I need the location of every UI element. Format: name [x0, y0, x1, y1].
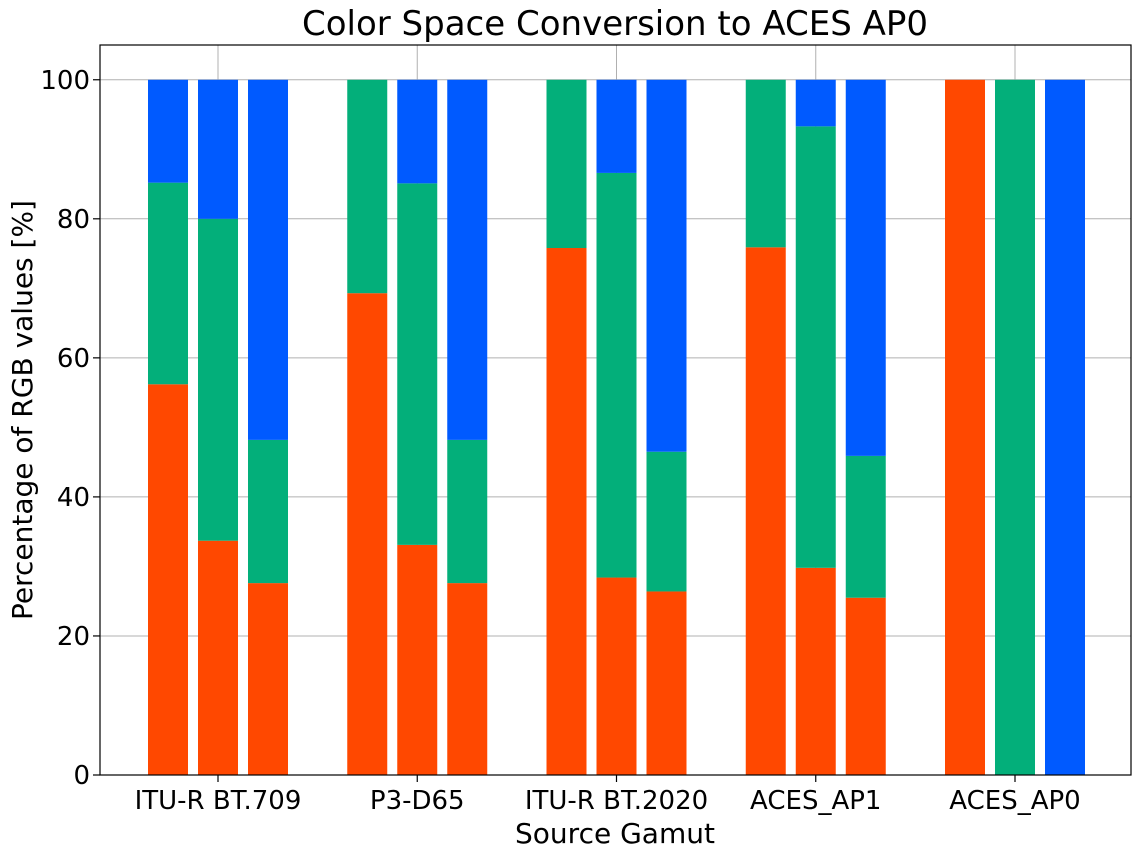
- bar-segment: [347, 79, 388, 294]
- x-tick-label: ACES_AP0: [949, 786, 1080, 816]
- bar-segment: [148, 79, 188, 183]
- bar-segment: [1045, 79, 1085, 775]
- bar-segment: [596, 79, 637, 173]
- y-tick-label: 100: [40, 66, 90, 96]
- bar-segment: [745, 247, 786, 776]
- ticks-layer: 0 20 40 60 80 100 ITU-R BT.709 P3-D65 ITU-R BT.2…: [40, 66, 1080, 816]
- bar-segment: [148, 384, 188, 775]
- bar-segment: [945, 79, 985, 775]
- x-tick-label: ACES_AP1: [750, 786, 881, 816]
- bar-segment: [397, 544, 438, 775]
- y-tick-label: 0: [73, 761, 90, 791]
- bar-segment: [397, 79, 438, 184]
- x-tick-label: ITU-R BT.709: [135, 786, 302, 816]
- bar-segment: [198, 218, 238, 541]
- bar-segment: [198, 79, 238, 219]
- y-tick-label: 40: [57, 483, 90, 513]
- x-tick-label: P3-D65: [370, 786, 465, 816]
- bar-segment: [347, 293, 388, 775]
- bar-segment: [795, 126, 836, 568]
- bar-segment: [845, 597, 886, 775]
- bar-segment: [646, 451, 687, 592]
- bar-segment: [397, 183, 438, 545]
- bar-segment: [148, 182, 188, 385]
- bar-segment: [646, 79, 687, 452]
- x-tick-label: ITU-R BT.2020: [525, 786, 708, 816]
- bars-layer: [148, 79, 1085, 776]
- bar-segment: [795, 567, 836, 775]
- bar-segment: [845, 455, 886, 598]
- bar-segment: [646, 591, 687, 775]
- chart-title: Color Space Conversion to ACES AP0: [302, 4, 928, 44]
- bar-segment: [995, 79, 1035, 775]
- bar-segment: [198, 540, 238, 775]
- bar-segment: [795, 79, 836, 127]
- bar-segment: [248, 439, 288, 584]
- bar-segment: [248, 79, 288, 440]
- bar-segment: [546, 248, 587, 775]
- plot-frame: [99, 44, 1132, 776]
- bar-segment: [447, 79, 488, 440]
- bar-segment: [447, 439, 488, 584]
- y-tick-label: 60: [57, 344, 90, 374]
- y-axis-label: Percentage of RGB values [%]: [6, 200, 39, 620]
- bar-segment: [447, 583, 488, 775]
- bar-segment: [546, 79, 587, 249]
- bar-segment: [596, 577, 637, 775]
- y-tick-label: 80: [57, 205, 90, 235]
- bar-segment: [845, 79, 886, 456]
- x-axis-label: Source Gamut: [515, 817, 715, 850]
- bar-segment: [248, 583, 288, 775]
- bar-segment: [745, 79, 786, 248]
- y-tick-label: 20: [57, 622, 90, 652]
- bar-segment: [596, 172, 637, 578]
